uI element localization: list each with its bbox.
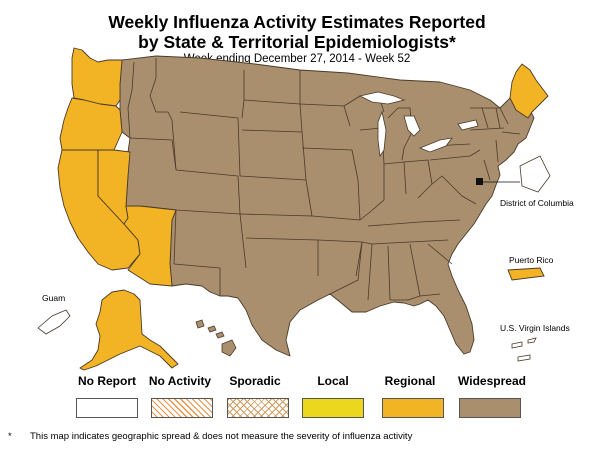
territory-guam <box>37 309 71 335</box>
legend-swatch-no-activity <box>151 398 213 418</box>
label-puerto-rico: Puerto Rico <box>509 255 554 265</box>
label-us-virgin-islands: U.S. Virgin Islands <box>500 323 570 333</box>
legend-label-regional: Regional <box>384 374 436 388</box>
legend-swatch-sporadic <box>227 398 289 418</box>
footnote-text: This map indicates geographic spread & d… <box>30 431 413 442</box>
footnote: * This map indicates geographic spread & … <box>8 431 412 442</box>
dc-marker <box>476 178 483 185</box>
state-alaska <box>79 289 179 371</box>
legend-label-sporadic: Sporadic <box>229 374 281 388</box>
legend-swatch-regional <box>382 398 444 418</box>
legend-swatch-widespread <box>459 398 521 418</box>
map-title-line-2: by State & Territorial Epidemiologists* <box>138 32 456 52</box>
state-washington <box>71 47 123 107</box>
territory-puerto-rico <box>507 267 545 281</box>
dc-inset <box>519 155 551 193</box>
state-maine <box>509 63 549 119</box>
legend-label-no-report: No Report <box>78 374 136 388</box>
legend-swatch-no-report <box>76 398 138 418</box>
legend-swatch-local <box>302 398 364 418</box>
legend-label-widespread: Widespread <box>458 374 526 388</box>
label-guam: Guam <box>42 293 66 303</box>
state-widespread-region <box>119 55 535 357</box>
footnote-marker: * <box>8 431 12 442</box>
state-hawaii <box>195 319 237 357</box>
label-district-of-columbia: District of Columbia <box>500 198 574 208</box>
legend-label-no-activity: No Activity <box>148 374 212 388</box>
state-borders <box>127 58 521 301</box>
map-title-line-1: Weekly Influenza Activity Estimates Repo… <box>108 12 486 32</box>
great-lakes <box>358 91 479 158</box>
legend-label-local: Local <box>317 374 349 388</box>
state-oregon <box>59 97 123 151</box>
territory-us-virgin-islands <box>511 337 537 362</box>
